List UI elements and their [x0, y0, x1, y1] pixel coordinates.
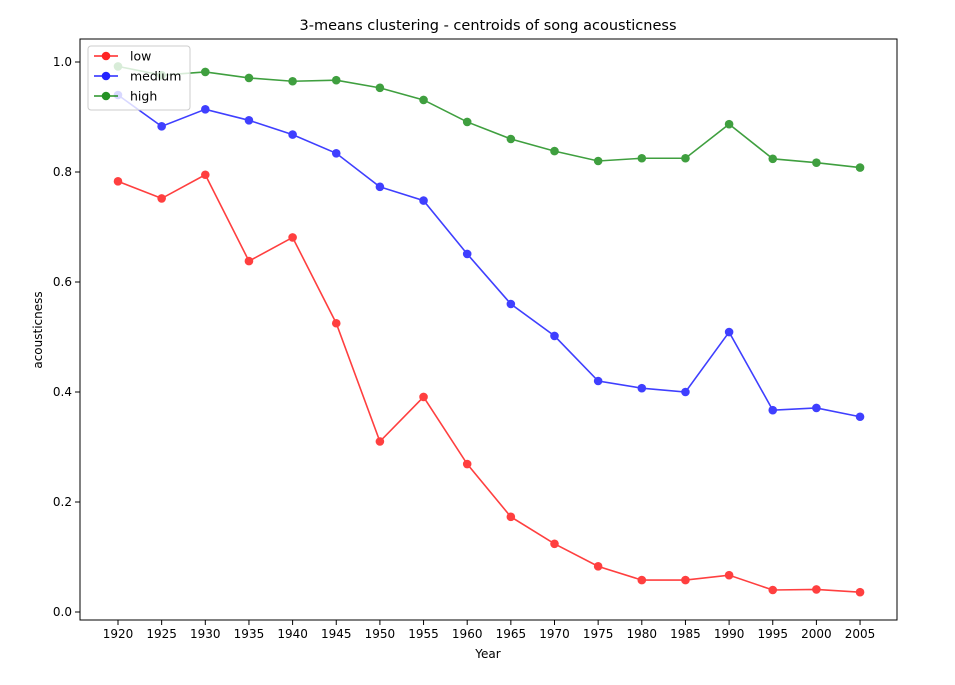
data-point-medium — [157, 122, 166, 131]
data-point-medium — [550, 331, 559, 341]
data-point-high — [462, 117, 472, 127]
series-medium — [113, 90, 865, 422]
data-point-high — [812, 158, 821, 167]
x-tick-label: 2000 — [801, 627, 832, 641]
data-point-low — [681, 575, 690, 585]
series-low — [113, 170, 865, 597]
data-point-medium — [201, 105, 210, 114]
data-point-low — [201, 170, 210, 180]
series-line-low — [117, 173, 861, 593]
data-point-medium — [288, 130, 297, 139]
data-point-high — [419, 95, 428, 105]
data-point-high — [550, 146, 559, 156]
y-tick-label: 0.4 — [53, 385, 72, 399]
data-point-medium — [855, 412, 865, 422]
x-tick-label: 1975 — [583, 627, 614, 641]
data-point-low — [244, 256, 254, 266]
legend-item-high — [94, 91, 118, 101]
y-axis-title: acousticness — [31, 291, 45, 368]
legend-label: low — [130, 49, 151, 64]
data-point-low — [812, 585, 821, 594]
data-point-high — [855, 163, 865, 172]
data-point-high — [506, 134, 516, 144]
data-point-low — [724, 570, 734, 580]
legend-label: medium — [130, 69, 181, 84]
y-tick-label: 0.0 — [53, 605, 72, 619]
data-point-medium — [419, 196, 428, 205]
series-layer — [113, 62, 865, 597]
series-line-medium — [117, 94, 861, 418]
x-tick-label: 1965 — [496, 627, 527, 641]
x-tick-label: 1970 — [539, 627, 570, 641]
series-line-high — [117, 65, 861, 169]
data-point-high — [724, 119, 734, 129]
x-tick-label: 1990 — [714, 627, 745, 641]
data-point-medium — [331, 149, 341, 158]
data-point-high — [288, 76, 297, 86]
data-point-medium — [812, 403, 821, 413]
data-point-medium — [681, 387, 690, 397]
chart-title: 3-means clustering - centroids of song a… — [300, 18, 677, 34]
data-point-low — [375, 437, 385, 446]
data-point-low — [331, 318, 341, 328]
data-point-low — [462, 459, 472, 469]
x-axis: 1920 1925 1930 1935 1940 1945 1950 1955 1960 1965… — [103, 620, 876, 641]
data-point-low — [157, 194, 166, 203]
data-point-medium — [768, 405, 778, 415]
data-point-medium — [724, 327, 734, 337]
legend-marker — [101, 71, 111, 81]
data-point-high — [637, 153, 647, 163]
x-tick-label: 1985 — [670, 627, 701, 641]
legend: low medium high — [87, 45, 191, 111]
x-tick-label: 1930 — [190, 627, 221, 641]
x-tick-label: 1940 — [277, 627, 308, 641]
data-point-low — [506, 512, 516, 522]
legend-item-low — [94, 51, 118, 61]
data-point-medium — [462, 249, 472, 259]
data-point-low — [593, 562, 603, 571]
legend-marker — [101, 51, 111, 61]
data-point-low — [637, 575, 647, 585]
data-point-medium — [244, 116, 254, 125]
y-tick-label: 1.0 — [53, 55, 72, 69]
y-tick-label: 0.6 — [53, 275, 72, 289]
x-tick-label: 1955 — [408, 627, 439, 641]
x-tick-label: 1960 — [452, 627, 483, 641]
y-tick-label: 0.8 — [53, 165, 72, 179]
data-point-low — [113, 177, 123, 186]
data-point-low — [419, 392, 428, 402]
x-tick-label: 1945 — [321, 627, 352, 641]
plot-area — [79, 38, 898, 621]
data-point-high — [331, 75, 341, 85]
x-axis-title: Year — [474, 647, 500, 661]
data-point-low — [768, 585, 778, 595]
legend-item-medium — [94, 71, 118, 81]
data-point-low — [550, 539, 559, 549]
x-tick-label: 1935 — [234, 627, 265, 641]
x-tick-label: 2005 — [845, 627, 876, 641]
x-tick-label: 1925 — [146, 627, 177, 641]
data-point-high — [681, 153, 690, 163]
legend-label: high — [130, 89, 157, 104]
data-point-high — [593, 156, 603, 166]
data-point-low — [288, 233, 297, 242]
data-point-medium — [375, 182, 385, 192]
x-tick-label: 1995 — [757, 627, 788, 641]
x-tick-label: 1950 — [365, 627, 396, 641]
data-point-high — [201, 67, 210, 77]
legend-box — [87, 45, 191, 111]
data-point-high — [768, 154, 778, 164]
data-point-medium — [593, 376, 603, 386]
legend-marker — [101, 91, 111, 101]
data-point-medium — [637, 383, 647, 393]
data-point-low — [855, 587, 865, 597]
x-tick-label: 1980 — [627, 627, 658, 641]
y-tick-label: 0.2 — [53, 495, 72, 509]
data-point-medium — [506, 299, 516, 309]
data-point-high — [244, 73, 254, 83]
data-point-high — [375, 83, 385, 93]
y-axis: 0.0 0.2 0.4 0.6 0.8 1.0 — [53, 55, 80, 619]
x-tick-label: 1920 — [103, 627, 134, 641]
